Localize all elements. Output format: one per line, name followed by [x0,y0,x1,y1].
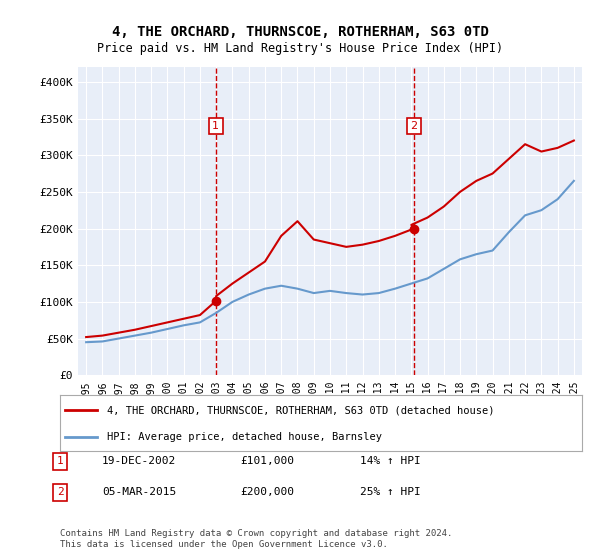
Text: Contains HM Land Registry data © Crown copyright and database right 2024.
This d: Contains HM Land Registry data © Crown c… [60,529,452,549]
Text: 2: 2 [56,487,64,497]
Text: 1: 1 [212,121,219,131]
Text: Price paid vs. HM Land Registry's House Price Index (HPI): Price paid vs. HM Land Registry's House … [97,42,503,55]
Text: HPI: Average price, detached house, Barnsley: HPI: Average price, detached house, Barn… [107,432,382,442]
Text: 4, THE ORCHARD, THURNSCOE, ROTHERHAM, S63 0TD (detached house): 4, THE ORCHARD, THURNSCOE, ROTHERHAM, S6… [107,405,494,416]
Text: 4, THE ORCHARD, THURNSCOE, ROTHERHAM, S63 0TD: 4, THE ORCHARD, THURNSCOE, ROTHERHAM, S6… [112,25,488,39]
Text: 25% ↑ HPI: 25% ↑ HPI [360,487,421,497]
Text: 1: 1 [56,456,64,466]
Text: £101,000: £101,000 [240,456,294,466]
Text: 05-MAR-2015: 05-MAR-2015 [102,487,176,497]
Text: 2: 2 [410,121,418,131]
Text: 19-DEC-2002: 19-DEC-2002 [102,456,176,466]
Text: 14% ↑ HPI: 14% ↑ HPI [360,456,421,466]
Text: £200,000: £200,000 [240,487,294,497]
